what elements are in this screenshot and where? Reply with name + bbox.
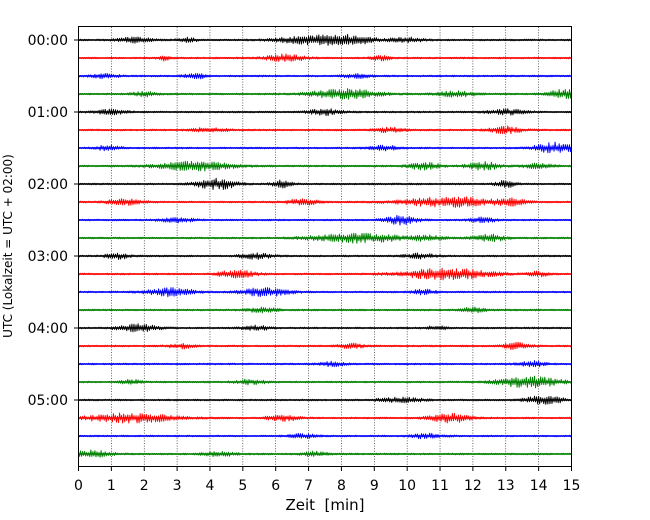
y-tick-label: 03:00 bbox=[28, 249, 68, 265]
seismogram-trace bbox=[78, 267, 572, 281]
seismogram-trace bbox=[78, 395, 572, 405]
vertical-grid bbox=[111, 27, 539, 466]
y-tick-label: 04:00 bbox=[28, 321, 68, 337]
x-tick-label: 2 bbox=[140, 478, 149, 494]
seismogram-trace bbox=[78, 214, 572, 226]
x-tick-label: 13 bbox=[497, 478, 515, 494]
y-tick-label: 00:00 bbox=[28, 33, 68, 49]
seismogram-trace bbox=[78, 360, 572, 368]
seismogram-trace bbox=[78, 306, 572, 314]
seismogram-trace bbox=[78, 53, 572, 62]
y-axis-label: UTC (Lokalzeit = UTC + 02:00) bbox=[1, 154, 15, 338]
seismogram-traces bbox=[78, 33, 572, 458]
plot-frame bbox=[78, 26, 572, 467]
seismogram-trace bbox=[78, 375, 572, 389]
seismogram-trace bbox=[78, 160, 572, 172]
seismogram-trace bbox=[78, 287, 572, 298]
y-tick-label: 05:00 bbox=[28, 393, 68, 409]
seismogram-trace bbox=[78, 125, 572, 135]
x-tick-label: 4 bbox=[206, 478, 215, 494]
x-tick-label: 14 bbox=[530, 478, 548, 494]
seismogram-trace bbox=[78, 108, 572, 117]
seismogram-trace bbox=[78, 73, 572, 80]
seismogram-trace bbox=[78, 196, 572, 208]
seismogram-trace bbox=[78, 141, 572, 154]
x-tick-label: 3 bbox=[173, 478, 182, 494]
x-tick-label: 12 bbox=[464, 478, 482, 494]
seismogram-trace bbox=[78, 88, 572, 100]
seismogram-trace bbox=[78, 252, 572, 260]
seismogram-trace bbox=[78, 177, 572, 191]
seismogram-trace bbox=[78, 449, 572, 458]
y-tick-label: 01:00 bbox=[28, 105, 68, 121]
y-axis-ticks: 00:00 01:00 02:00 03:00 04:00 05:00 bbox=[28, 33, 78, 409]
x-tick-label: 9 bbox=[370, 478, 379, 494]
x-axis-ticks: 0 1 2 3 4 5 6 7 8 9 10 11 12 13 14 15 bbox=[74, 467, 580, 494]
x-tick-label: 15 bbox=[563, 478, 581, 494]
x-tick-label: 7 bbox=[304, 478, 313, 494]
seismogram-trace bbox=[78, 432, 572, 440]
seismogram-trace bbox=[78, 323, 572, 333]
x-tick-label: 11 bbox=[431, 478, 449, 494]
seismogram-trace bbox=[78, 341, 572, 351]
x-tick-label: 6 bbox=[271, 478, 280, 494]
y-tick-label: 02:00 bbox=[28, 177, 68, 193]
x-axis-label: Zeit [min] bbox=[285, 496, 364, 514]
seismogram-trace bbox=[78, 33, 572, 46]
x-tick-label: 1 bbox=[107, 478, 116, 494]
x-tick-label: 8 bbox=[337, 478, 346, 494]
seismogram-trace bbox=[78, 232, 572, 244]
x-tick-label: 5 bbox=[238, 478, 247, 494]
x-tick-label: 10 bbox=[398, 478, 416, 494]
seismogram-trace bbox=[78, 412, 572, 424]
x-tick-label: 0 bbox=[74, 478, 83, 494]
